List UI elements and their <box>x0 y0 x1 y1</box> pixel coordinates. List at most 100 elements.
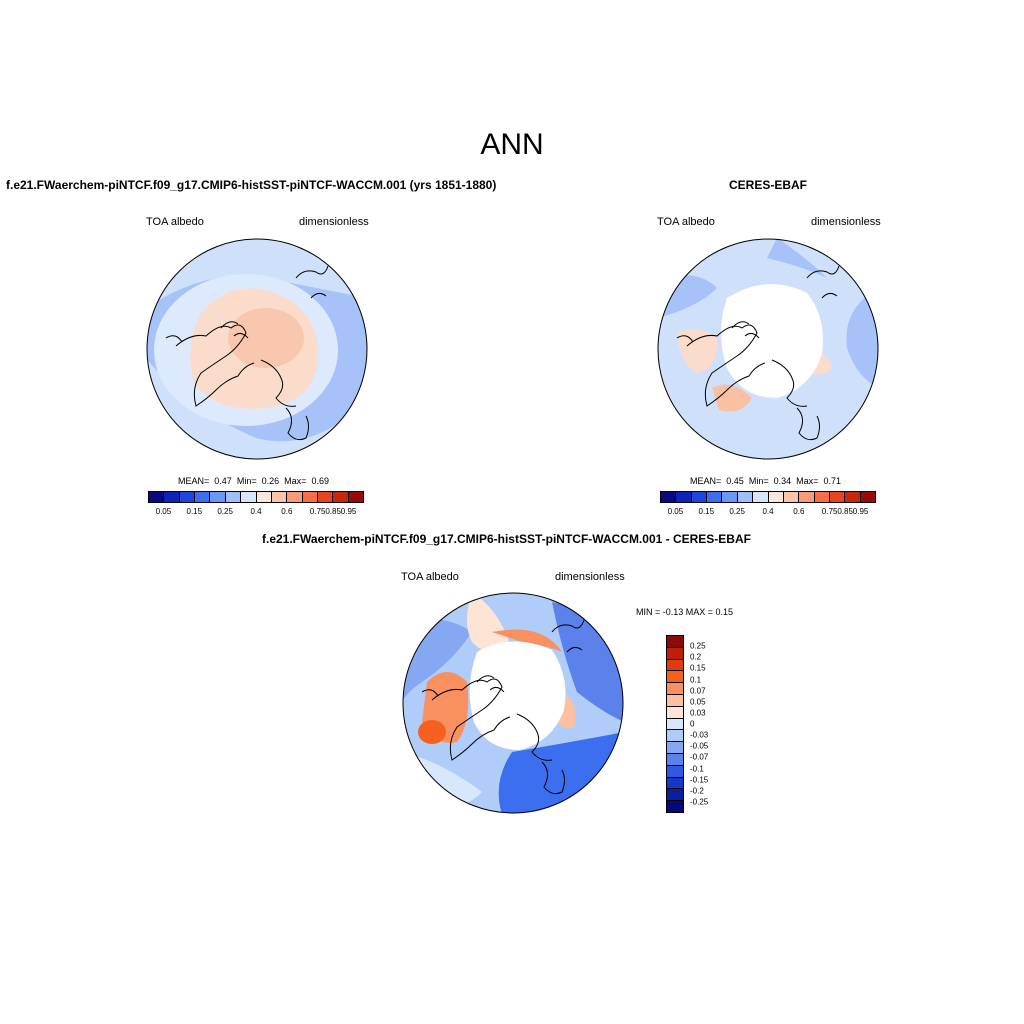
colorbar-tick-label: 0.75 <box>821 507 838 516</box>
colorbar-tick-label: -0.15 <box>690 775 709 785</box>
colorbar-swatch <box>179 492 196 502</box>
colorbar-tick-label: 0.75 <box>309 507 326 516</box>
colorbar-swatch <box>348 492 364 502</box>
colorbar-tick-label: 0.07 <box>690 686 706 696</box>
model-coastlines <box>165 265 329 441</box>
diff-panel-title: f.e21.FWaerchem-piNTCF.f09_g17.CMIP6-his… <box>262 532 751 546</box>
colorbar-tick-label: 0.4 <box>250 507 262 516</box>
colorbar-tick-label: 0.25 <box>729 507 745 516</box>
colorbar-tick-label: 0.95 <box>340 507 357 516</box>
colorbar-tick-label: 0.05 <box>667 507 684 516</box>
obs-colorbar <box>660 491 876 503</box>
colorbar-swatch <box>691 492 708 502</box>
colorbar-swatch <box>667 789 683 802</box>
colorbar-swatch <box>164 492 180 502</box>
colorbar-swatch <box>667 777 683 790</box>
colorbar-tick-label: 0.25 <box>690 641 706 651</box>
diff-field-pos-top <box>467 593 512 656</box>
model-colorbar <box>148 491 364 503</box>
obs-field-blue-right <box>846 288 878 388</box>
colorbar-tick-label: 0.15 <box>698 507 715 516</box>
obs-variable-label: TOA albedo <box>657 216 715 228</box>
colorbar-tick-label: -0.1 <box>690 764 704 773</box>
colorbar-swatch <box>707 492 723 502</box>
colorbar-tick-label: 0.4 <box>762 507 774 516</box>
colorbar-swatch <box>722 492 738 502</box>
colorbar-swatch <box>667 718 683 731</box>
figure-title: ANN <box>480 128 544 161</box>
obs-units-label: dimensionless <box>811 216 881 228</box>
colorbar-tick-label: -0.03 <box>690 730 709 740</box>
obs-field-missing <box>721 284 823 398</box>
colorbar-tick-label: 0.05 <box>155 507 172 516</box>
diff-map-border <box>402 592 624 814</box>
obs-colorbar-ticks: 0.05 0.15 0.25 0.4 0.6 0.75 0.85 0.95 <box>660 507 876 517</box>
obs-field-pink-left <box>677 329 718 373</box>
diff-polar-map <box>402 592 624 814</box>
colorbar-tick-label: 0.95 <box>852 507 869 516</box>
colorbar-swatch <box>667 647 683 660</box>
colorbar-swatch <box>667 683 683 695</box>
colorbar-tick-label: 0.6 <box>281 507 293 516</box>
diff-field-missing <box>469 641 566 750</box>
obs-panel-title: CERES-EBAF <box>729 178 808 192</box>
colorbar-tick-label: 0.15 <box>186 507 203 516</box>
colorbar-swatch <box>302 492 318 502</box>
diff-stats: MIN = -0.13 MAX = 0.15 <box>636 607 734 617</box>
colorbar-swatch <box>667 671 683 684</box>
model-field-ring-lower <box>147 358 367 459</box>
colorbar-swatch <box>753 492 769 502</box>
diff-coastlines <box>421 619 585 795</box>
colorbar-tick-label: 0.03 <box>690 708 706 718</box>
colorbar-tick-label: -0.05 <box>690 741 709 751</box>
model-units-label: dimensionless <box>299 216 369 228</box>
diff-variable-label: TOA albedo <box>401 571 459 583</box>
colorbar-swatch <box>667 706 683 719</box>
colorbar-swatch <box>814 492 830 502</box>
colorbar-tick-label: 0.2 <box>690 652 702 662</box>
colorbar-tick-label: 0 <box>690 719 695 729</box>
colorbar-swatch <box>860 492 876 502</box>
colorbar-swatch <box>195 492 211 502</box>
colorbar-tick-label: 0.1 <box>690 675 702 684</box>
colorbar-tick-label: 0.15 <box>690 663 706 673</box>
obs-map-border <box>657 238 879 460</box>
colorbar-tick-label: 0.05 <box>690 697 706 707</box>
model-polar-map <box>146 238 368 460</box>
colorbar-swatch <box>287 492 303 502</box>
colorbar-swatch <box>225 492 242 502</box>
model-field-peak <box>228 308 304 368</box>
colorbar-swatch <box>661 492 677 502</box>
diff-field-pos-arc <box>492 629 562 652</box>
model-colorbar-ticks: 0.05 0.15 0.25 0.4 0.6 0.75 0.85 0.95 <box>148 507 364 517</box>
colorbar-swatch <box>241 492 257 502</box>
colorbar-swatch <box>271 492 288 502</box>
model-panel-title: f.e21.FWaerchem-piNTCF.f09_g17.CMIP6-his… <box>6 178 497 192</box>
colorbar-tick-label: 0.85 <box>325 507 341 516</box>
colorbar-swatch <box>667 730 683 743</box>
colorbar-swatch <box>667 801 683 812</box>
colorbar-tick-label: -0.25 <box>690 797 709 807</box>
colorbar-tick-label: 0.6 <box>793 507 805 516</box>
colorbar-tick-label: -0.2 <box>690 786 704 796</box>
colorbar-tick-label: 0.25 <box>217 507 233 516</box>
obs-field-blue-top <box>767 239 827 278</box>
colorbar-swatch <box>667 765 683 778</box>
colorbar-swatch <box>676 492 692 502</box>
colorbar-tick-label: -0.07 <box>690 752 709 762</box>
colorbar-swatch <box>667 659 683 672</box>
model-map-border <box>146 238 368 460</box>
colorbar-swatch <box>667 753 683 766</box>
diff-units-label: dimensionless <box>555 571 625 583</box>
diff-colorbar <box>666 635 684 813</box>
colorbar-swatch <box>783 492 800 502</box>
model-variable-label: TOA albedo <box>146 216 204 228</box>
colorbar-swatch <box>737 492 754 502</box>
colorbar-swatch <box>667 636 683 648</box>
obs-polar-map <box>657 238 879 460</box>
colorbar-swatch <box>149 492 165 502</box>
model-field-ring-upper <box>147 239 367 308</box>
colorbar-swatch <box>317 492 334 502</box>
colorbar-swatch <box>768 492 784 502</box>
obs-stats: MEAN= 0.45 Min= 0.34 Max= 0.71 <box>690 476 841 486</box>
